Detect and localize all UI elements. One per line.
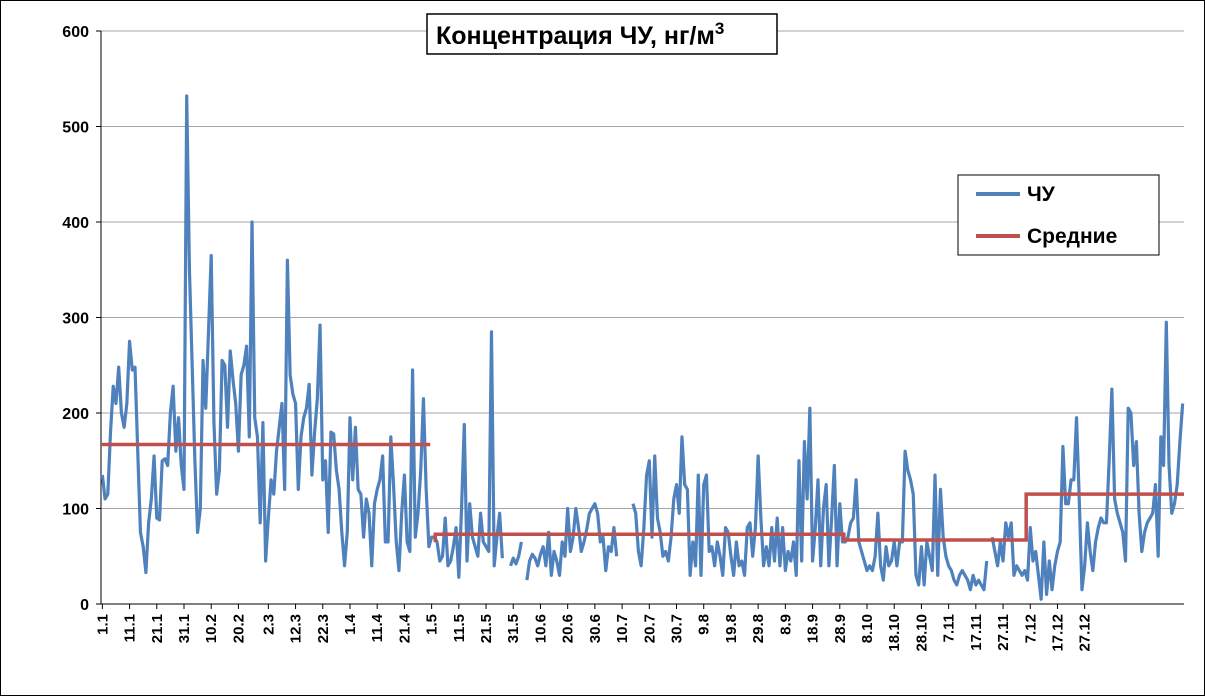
x-tick-label: 11.4 [369,613,386,642]
x-tick-label: 10.2 [203,614,220,643]
y-tick-label: 400 [62,215,89,232]
x-tick-label: 27.11 [995,614,1012,651]
x-tick-label: 8.10 [859,614,876,643]
y-tick-label: 100 [62,502,89,519]
legend-box [957,174,1160,256]
x-tick-label: 17.12 [1049,614,1066,652]
x-tick-label: 20.6 [560,614,577,643]
title-text: Концентрация ЧУ, нг/м3 [436,19,724,50]
y-tick-label: 0 [80,597,89,614]
x-tick-label: 9.8 [696,614,713,635]
x-tick-label: 22.3 [315,614,332,643]
x-tick-label: 21.4 [396,613,413,643]
x-tick-label: 31.5 [505,614,522,643]
x-tick-label: 29.8 [750,614,767,643]
x-tick-label: 12.3 [288,614,305,643]
legend: ЧУ Средние [957,174,1160,256]
x-tick-label: 27.12 [1077,614,1094,652]
series-line-means [101,442,1184,543]
x-tick-label: 2.3 [260,614,277,635]
x-tick-label: 28.10 [913,614,930,652]
x-tick-label: 8.9 [777,614,794,635]
series-line-chu [100,94,1185,601]
x-tick-label: 1.5 [424,614,441,635]
legend-label-chu: ЧУ [1027,183,1056,206]
x-tick-label: 18.10 [886,614,903,652]
y-tick-label: 500 [62,120,89,137]
x-tick-label: 28.9 [832,614,849,643]
x-tick-label: 30.7 [669,614,686,643]
x-tick-label: 10.7 [614,614,631,643]
x-tick-label: 20.7 [641,614,658,643]
x-tick-label: 11.5 [451,614,468,642]
x-tick-label: 10.6 [532,614,549,643]
x-tick-label: 21.1 [149,614,166,643]
x-tick-label: 1.1 [94,614,111,635]
x-tick-label: 31.1 [176,614,193,643]
x-tick-label: 1.4 [342,613,359,635]
x-tick-label: 17.11 [968,614,985,651]
x-tick-label: 19.8 [723,614,740,643]
series [100,94,1185,601]
axes: 0 100 200 300 400 500 600 1.1 11.1 21.1 31.1 10.2 20… [62,24,1184,652]
x-tick-label: 18.9 [805,614,822,643]
legend-label-means: Средние [1027,225,1117,248]
y-tick-label: 600 [62,24,89,41]
title-main: Концентрация ЧУ, нг/м [436,22,715,50]
x-tick-label: 11.1 [122,614,139,642]
title-superscript: 3 [715,19,724,38]
x-tick-label: 20.2 [230,614,247,643]
y-tick-label: 200 [62,406,89,423]
x-tick-label: 7.12 [1022,614,1039,643]
x-tick-label: 7.11 [941,614,958,642]
x-tick-label: 30.6 [587,614,604,643]
y-tick-label: 300 [62,311,89,328]
x-tick-label: 21.5 [478,614,495,643]
chart-title: Концентрация ЧУ, нг/м3 [426,13,778,55]
title-box [426,13,778,55]
